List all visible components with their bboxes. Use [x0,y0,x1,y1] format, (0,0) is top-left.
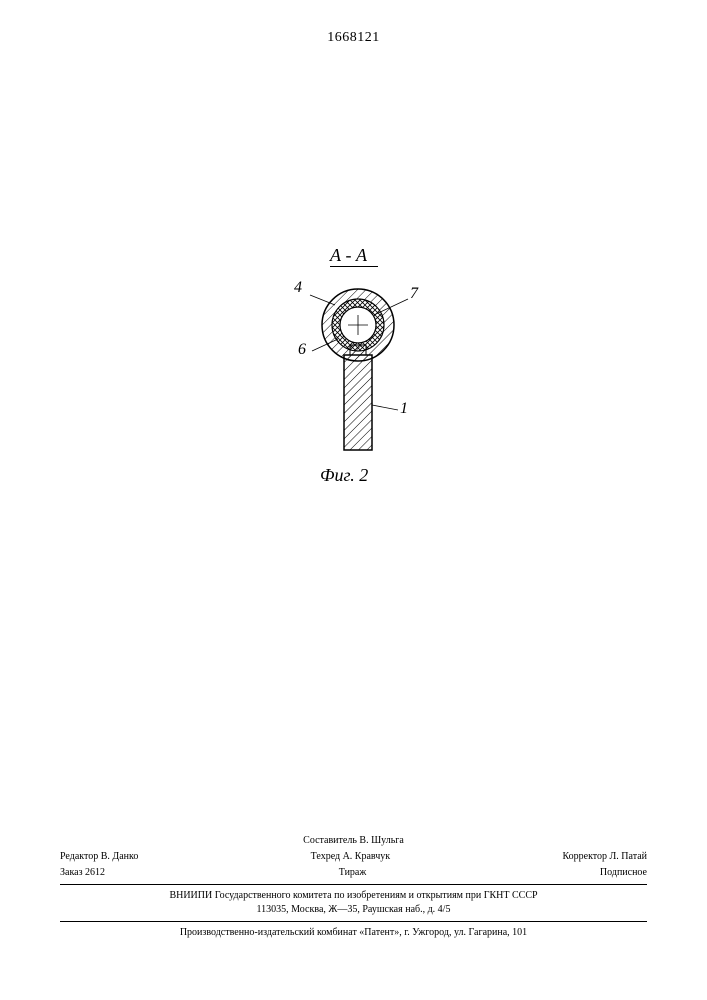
editor-label: Редактор В. Данко [60,850,138,864]
tirage-label: Тираж [339,866,367,880]
compiler-line: Составитель В. Шульга [60,834,647,848]
figure-svg [280,265,460,525]
sub-label: Подписное [600,866,647,880]
section-label: А - А [330,245,367,266]
callout-6: 6 [298,341,306,359]
org-line-3: Производственно-издательский комбинат «П… [60,926,647,940]
tech-label: Техред А. Кравчук [311,850,391,864]
callout-7: 7 [410,285,418,303]
footer-block: Составитель В. Шульга Редактор В. Данко … [60,834,647,940]
figure-2: 4 7 6 1 [280,265,460,515]
credits-row: Редактор В. Данко Техред А. Кравчук Корр… [60,850,647,864]
patent-number: 1668121 [0,30,707,46]
footer-divider-1 [60,884,647,885]
figure-caption: Фиг. 2 [320,465,368,486]
corrector-label: Корректор Л. Патай [562,850,647,864]
patent-page: 1668121 А - А [0,0,707,1000]
order-label: Заказ 2612 [60,866,105,880]
callout-1: 1 [400,400,408,418]
org-line-2: 113035, Москва, Ж—35, Раушская наб., д. … [60,903,647,917]
org-line-1: ВНИИПИ Государственного комитета по изоб… [60,889,647,903]
order-row: Заказ 2612 Тираж Подписное [60,866,647,880]
footer-divider-2 [60,921,647,922]
callout-4: 4 [294,279,302,297]
